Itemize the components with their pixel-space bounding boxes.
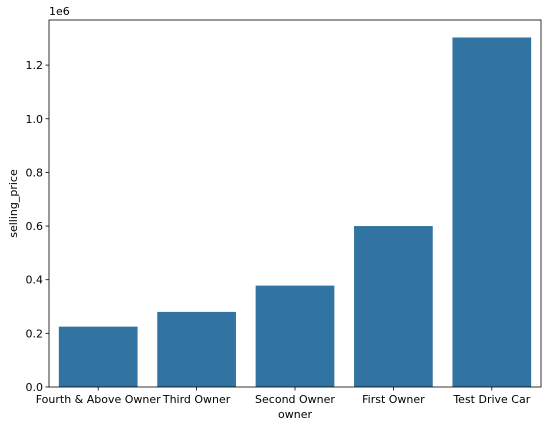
y-axis-title: selling_price	[7, 169, 20, 238]
y-tick-label: 1.0	[26, 113, 44, 126]
y-ticks-group: 0.0 0.2 0.4 0.6 0.8 1.0 1.2	[26, 59, 49, 394]
x-tick-label: First Owner	[362, 393, 425, 406]
bar-1	[157, 311, 236, 387]
y-tick-label: 0.2	[26, 327, 44, 340]
x-axis-title: owner	[278, 408, 312, 421]
x-tick-label: Second Owner	[255, 393, 335, 406]
bar-4	[452, 37, 532, 387]
y-tick-label: 0.0	[26, 381, 44, 394]
x-ticks-group: Fourth & Above Owner Third Owner Second Ow…	[36, 387, 531, 406]
bar-0	[58, 326, 138, 387]
x-tick-label: Third Owner	[162, 393, 231, 406]
bars-group	[58, 37, 532, 387]
y-tick-label: 0.8	[26, 166, 44, 179]
y-tick-label: 0.6	[26, 220, 44, 233]
bar-2	[255, 285, 335, 387]
bar-3	[354, 226, 433, 387]
y-offset-label: 1e6	[49, 5, 70, 18]
y-tick-label: 0.4	[26, 274, 44, 287]
x-tick-label: Test Drive Car	[452, 393, 530, 406]
y-tick-label: 1.2	[26, 59, 44, 72]
x-tick-label: Fourth & Above Owner	[36, 393, 161, 406]
